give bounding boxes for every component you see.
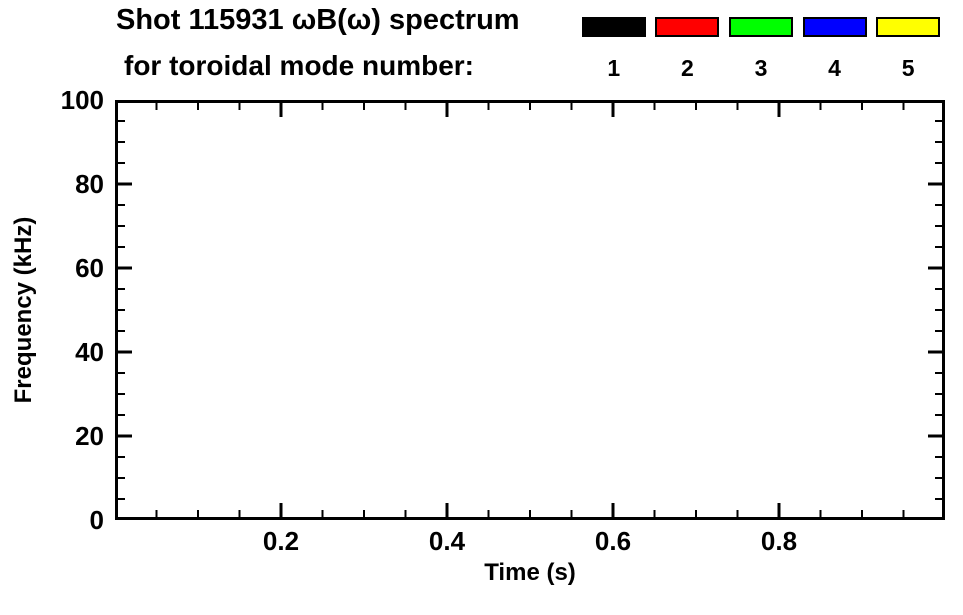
legend-item-3 [724, 16, 798, 38]
legend-swatch-5 [876, 17, 941, 37]
legend-swatch-1 [581, 17, 646, 37]
x-tick-label-0.8: 0.8 [760, 526, 798, 556]
y-tick-label-40: 40 [75, 337, 104, 367]
axes-frame [115, 100, 945, 520]
legend-item-5 [871, 16, 945, 38]
y-axis-title: Frequency (kHz) [10, 216, 37, 404]
legend-numbers: 1 2 3 4 5 [577, 54, 945, 82]
legend-item-2 [651, 16, 725, 38]
x-tick-label-0.6: 0.6 [594, 526, 632, 556]
y-tick-label-0: 0 [89, 505, 104, 535]
plot-title-line1: Shot 115931 ωB(ω) spectrum [116, 4, 520, 36]
y-tick-label-20: 20 [75, 421, 104, 451]
x-axis-title: Time (s) [484, 559, 576, 586]
legend-item-4 [798, 16, 872, 38]
x-tick-label-0.4: 0.4 [428, 526, 466, 556]
y-tick-label-100: 100 [60, 85, 104, 115]
legend-label-4: 4 [828, 54, 841, 81]
x-tick-label-0.2: 0.2 [262, 526, 300, 556]
legend-label-2: 2 [680, 54, 694, 81]
legend-label-1: 1 [607, 54, 621, 81]
plot-frame [115, 100, 945, 520]
legend-label-5: 5 [901, 54, 915, 81]
legend-item-1 [577, 16, 651, 38]
legend-swatches [577, 16, 945, 38]
plot-area [115, 100, 945, 520]
legend-swatch-2 [655, 17, 720, 37]
legend-swatch-3 [728, 17, 793, 37]
legend-swatch-4 [802, 17, 867, 37]
y-tick-label-60: 60 [75, 253, 104, 283]
legend-label-3: 3 [754, 54, 768, 81]
y-tick-label-80: 80 [75, 169, 104, 199]
plot-title-line2: for toroidal mode number: [124, 50, 474, 81]
